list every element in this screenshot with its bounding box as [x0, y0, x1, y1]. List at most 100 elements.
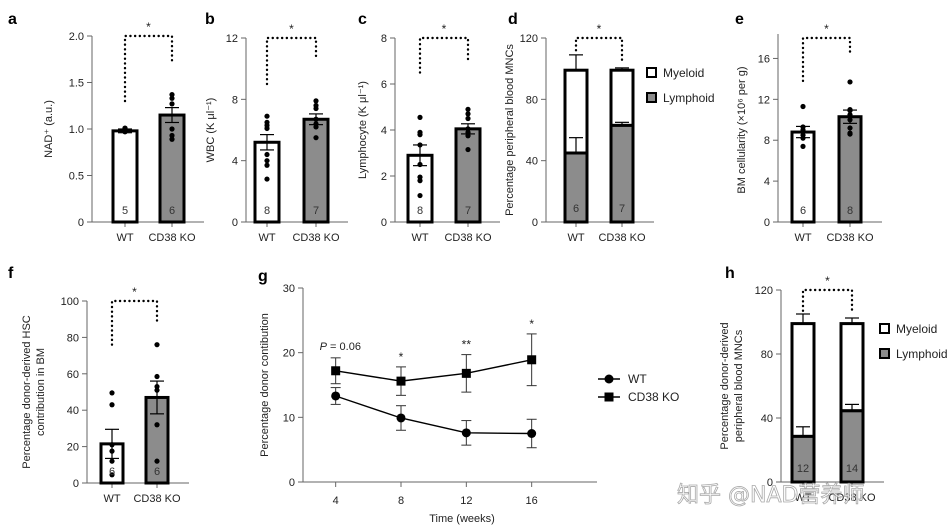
panel-e: e 0 4 8 12 16 BM cellularity (×10⁶ per g) WT CD3… — [735, 11, 882, 244]
y-tick-label: 20 — [67, 442, 79, 454]
legend-swatch-myeloid — [879, 323, 890, 334]
data-point — [313, 135, 319, 141]
data-point — [465, 126, 471, 132]
n-label: 12 — [797, 463, 809, 475]
data-point — [847, 125, 853, 131]
significance-star: * — [442, 22, 447, 36]
panel-b: b 0 4 8 12 WBC (K μl⁻¹) WT CD38 KO * 8 7 — [205, 11, 348, 244]
data-point-circle — [461, 428, 471, 438]
data-point — [417, 161, 423, 168]
series-line — [335, 359, 532, 382]
y-tick-label: 120 — [520, 33, 538, 45]
y-tick-label: 40 — [67, 405, 79, 417]
p-value-annotation: P = 0.06 — [320, 341, 361, 353]
y-axis-label: peripheral blood MNCs — [733, 329, 745, 442]
data-point — [169, 95, 175, 101]
panel-h: h 0 40 80 120 Percentage donor-derived periphe… — [719, 265, 948, 504]
y-tick-label: 1.0 — [69, 124, 84, 136]
data-point — [109, 472, 115, 478]
x-tick-label: WT — [103, 493, 120, 505]
panel-letter: h — [725, 265, 735, 282]
y-tick-label: 6 — [381, 79, 387, 91]
y-axis-label: WBC (K μl⁻¹) — [205, 98, 217, 163]
y-tick-label: 0 — [764, 217, 770, 229]
y-tick-label: 10 — [283, 412, 295, 424]
data-point — [800, 143, 806, 149]
x-tick-label: WT — [116, 232, 133, 244]
significance-bracket — [418, 36, 470, 74]
data-point — [313, 121, 319, 127]
legend-label: Myeloid — [896, 322, 937, 336]
n-label: 14 — [846, 463, 858, 475]
data-point — [847, 106, 853, 113]
significance-star: * — [146, 20, 151, 34]
data-point — [264, 162, 270, 168]
x-tick-label: CD38 KO — [292, 232, 340, 244]
data-point — [154, 342, 160, 348]
data-point — [800, 103, 806, 110]
data-point — [109, 458, 115, 464]
series-cd38-ko — [330, 333, 537, 396]
y-tick-label: 12 — [758, 94, 770, 106]
significance-star: * — [825, 274, 830, 288]
significance-star: * — [529, 317, 534, 331]
y-tick-label: 4 — [232, 156, 238, 168]
y-tick-label: 2 — [381, 171, 387, 183]
data-point — [264, 151, 270, 158]
y-tick-label: 80 — [526, 94, 538, 106]
y-tick-label: 120 — [755, 285, 773, 297]
y-tick-label: 0 — [767, 477, 773, 489]
data-point — [154, 373, 160, 380]
x-tick-label: WT — [794, 232, 811, 244]
y-tick-label: 8 — [232, 94, 238, 106]
x-tick-label: CD38 KO — [598, 232, 646, 244]
bar-segment-myeloid — [790, 322, 816, 438]
data-point — [154, 458, 160, 464]
y-tick-label: 40 — [526, 156, 538, 168]
data-point — [800, 132, 806, 138]
panel-letter: b — [205, 11, 215, 28]
y-tick-label: 0.5 — [69, 171, 84, 183]
data-point — [313, 98, 319, 104]
data-point — [169, 101, 175, 107]
data-point — [465, 115, 471, 122]
y-axis-label: contribution in BM — [35, 348, 47, 436]
panel-c: c 0 2 4 6 8 Lymphocyte (K μl⁻¹) WT CD38 KO * 8 7 — [357, 11, 500, 244]
panel-letter: a — [8, 11, 17, 28]
n-label: 8 — [417, 205, 423, 217]
significance-star: * — [289, 22, 294, 36]
data-point — [109, 390, 115, 396]
data-point — [264, 113, 270, 119]
y-tick-label: 0 — [73, 478, 79, 490]
x-tick-label: CD38 KO — [133, 493, 181, 505]
panel-a: a 0 0.5 1.0 1.5 2.0 NAD⁺ (a.u.) WT CD38 KO * 5 6 — [8, 11, 204, 244]
y-tick-label: 0 — [381, 217, 387, 229]
data-point — [847, 117, 853, 123]
data-point — [465, 111, 471, 117]
x-tick-label: 16 — [526, 495, 538, 507]
data-point-square — [461, 368, 471, 378]
y-tick-label: 80 — [761, 349, 773, 361]
x-tick-label: WT — [794, 492, 811, 504]
significance-bracket — [574, 36, 624, 66]
n-label: 8 — [264, 205, 270, 217]
legend-swatch-lymphoid — [879, 348, 890, 359]
data-point — [847, 112, 853, 118]
y-tick-label: 20 — [283, 348, 295, 360]
y-tick-label: 16 — [758, 53, 770, 65]
legend-swatch-lymphoid — [646, 92, 657, 103]
y-tick-label: 0 — [78, 217, 84, 229]
data-point — [122, 125, 128, 131]
y-tick-label: 0 — [289, 477, 295, 489]
n-label: 8 — [847, 205, 853, 217]
data-point — [264, 176, 270, 182]
bar-segment-myeloid — [839, 322, 865, 413]
data-point — [417, 142, 423, 148]
data-point — [847, 130, 853, 136]
y-axis-label: Percentage donor contibution — [259, 313, 271, 457]
significance-bracket — [265, 36, 318, 86]
y-tick-label: 80 — [67, 332, 79, 344]
y-axis-label: Lymphocyte (K μl⁻¹) — [357, 81, 369, 179]
n-label: 5 — [122, 205, 128, 217]
